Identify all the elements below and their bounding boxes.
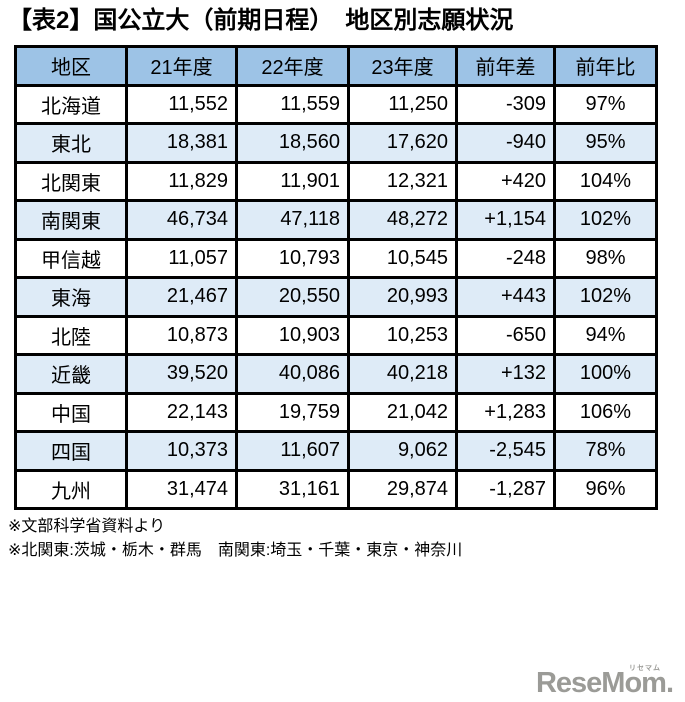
value-cell: +443 [455, 276, 556, 318]
footnotes: ※文部科学省資料より ※北関東:茨城・栃木・群馬 南関東:埼玉・千葉・東京・神奈… [8, 515, 685, 563]
value-cell: 9,062 [347, 430, 458, 472]
value-cell: 40,218 [347, 353, 458, 395]
value-cell: 47,118 [235, 199, 350, 241]
value-cell: 94% [553, 314, 658, 356]
table-row: 北陸 10,873 10,903 10,253 -650 94% [14, 314, 658, 356]
region-cell: 南関東 [14, 199, 128, 241]
value-cell: +1,283 [455, 391, 556, 433]
value-cell: +132 [455, 353, 556, 395]
value-cell: 18,381 [125, 122, 238, 164]
value-cell: 22,143 [125, 391, 238, 433]
value-cell: +420 [455, 160, 556, 202]
region-cell: 北海道 [14, 83, 128, 125]
value-cell: -940 [455, 122, 556, 164]
value-cell: 21,042 [347, 391, 458, 433]
col-header-yoy-ratio: 前年比 [553, 45, 658, 87]
value-cell: 19,759 [235, 391, 350, 433]
col-header-region: 地区 [14, 45, 128, 87]
value-cell: 11,829 [125, 160, 238, 202]
value-cell: 97% [553, 83, 658, 125]
value-cell: 11,250 [347, 83, 458, 125]
value-cell: 11,559 [235, 83, 350, 125]
value-cell: 11,552 [125, 83, 238, 125]
value-cell: 10,253 [347, 314, 458, 356]
header-row: 地区 21年度 22年度 23年度 前年差 前年比 [14, 45, 658, 87]
resemom-logo-text: ReseMom. [535, 667, 674, 699]
value-cell: -2,545 [455, 430, 556, 472]
value-cell: 39,520 [125, 353, 238, 395]
value-cell: 10,545 [347, 237, 458, 279]
value-cell: 18,560 [235, 122, 350, 164]
table-row: 北海道 11,552 11,559 11,250 -309 97% [14, 83, 658, 125]
region-definition-note: ※北関東:茨城・栃木・群馬 南関東:埼玉・千葉・東京・神奈川 [8, 542, 463, 559]
region-cell: 甲信越 [14, 237, 128, 279]
source-note: ※文部科学省資料より [8, 518, 166, 535]
region-cell: 東海 [14, 276, 128, 318]
table-row: 四国 10,373 11,607 9,062 -2,545 78% [14, 430, 658, 472]
table-row: 南関東 46,734 47,118 48,272 +1,154 102% [14, 199, 658, 241]
col-header-year-23: 23年度 [347, 45, 458, 87]
value-cell: 11,057 [125, 237, 238, 279]
page-title: 【表2】国公立大（前期日程） 地区別志願状況 [8, 7, 514, 34]
resemom-logo-ruby: リセマム [629, 665, 661, 672]
value-cell: 20,550 [235, 276, 350, 318]
value-cell: -309 [455, 83, 556, 125]
col-header-year-22: 22年度 [235, 45, 350, 87]
value-cell: 12,321 [347, 160, 458, 202]
col-header-yoy-diff: 前年差 [455, 45, 556, 87]
region-cell: 中国 [14, 391, 128, 433]
value-cell: 20,993 [347, 276, 458, 318]
region-cell: 北陸 [14, 314, 128, 356]
value-cell: 11,901 [235, 160, 350, 202]
value-cell: 31,474 [125, 468, 238, 510]
value-cell: -650 [455, 314, 556, 356]
col-header-year-21: 21年度 [125, 45, 238, 87]
value-cell: +1,154 [455, 199, 556, 241]
value-cell: 10,793 [235, 237, 350, 279]
region-cell: 九州 [14, 468, 128, 510]
value-cell: 104% [553, 160, 658, 202]
value-cell: 102% [553, 276, 658, 318]
region-cell: 四国 [14, 430, 128, 472]
value-cell: 78% [553, 430, 658, 472]
value-cell: 96% [553, 468, 658, 510]
value-cell: 10,873 [125, 314, 238, 356]
region-cell: 東北 [14, 122, 128, 164]
value-cell: 98% [553, 237, 658, 279]
value-cell: 46,734 [125, 199, 238, 241]
table-row: 東海 21,467 20,550 20,993 +443 102% [14, 276, 658, 318]
value-cell: 17,620 [347, 122, 458, 164]
region-cell: 北関東 [14, 160, 128, 202]
value-cell: 29,874 [347, 468, 458, 510]
value-cell: -248 [455, 237, 556, 279]
value-cell: 31,161 [235, 468, 350, 510]
value-cell: 48,272 [347, 199, 458, 241]
value-cell: 100% [553, 353, 658, 395]
table-row: 中国 22,143 19,759 21,042 +1,283 106% [14, 391, 658, 433]
value-cell: 106% [553, 391, 658, 433]
value-cell: 40,086 [235, 353, 350, 395]
value-cell: 21,467 [125, 276, 238, 318]
value-cell: 11,607 [235, 430, 350, 472]
region-application-table: 地区 21年度 22年度 23年度 前年差 前年比 北海道 11,552 11,55… [14, 45, 658, 510]
region-cell: 近畿 [14, 353, 128, 395]
value-cell: 10,903 [235, 314, 350, 356]
table-row: 近畿 39,520 40,086 40,218 +132 100% [14, 353, 658, 395]
table-body: 北海道 11,552 11,559 11,250 -309 97% 東北 18,381 18,5… [14, 83, 658, 510]
table-row: 甲信越 11,057 10,793 10,545 -248 98% [14, 237, 658, 279]
table-row: 北関東 11,829 11,901 12,321 +420 104% [14, 160, 658, 202]
table-row: 九州 31,474 31,161 29,874 -1,287 96% [14, 468, 658, 510]
value-cell: 102% [553, 199, 658, 241]
table-row: 東北 18,381 18,560 17,620 -940 95% [14, 122, 658, 164]
value-cell: 95% [553, 122, 658, 164]
value-cell: 10,373 [125, 430, 238, 472]
resemom-logo: リセマム ReseMom. [535, 665, 674, 699]
value-cell: -1,287 [455, 468, 556, 510]
